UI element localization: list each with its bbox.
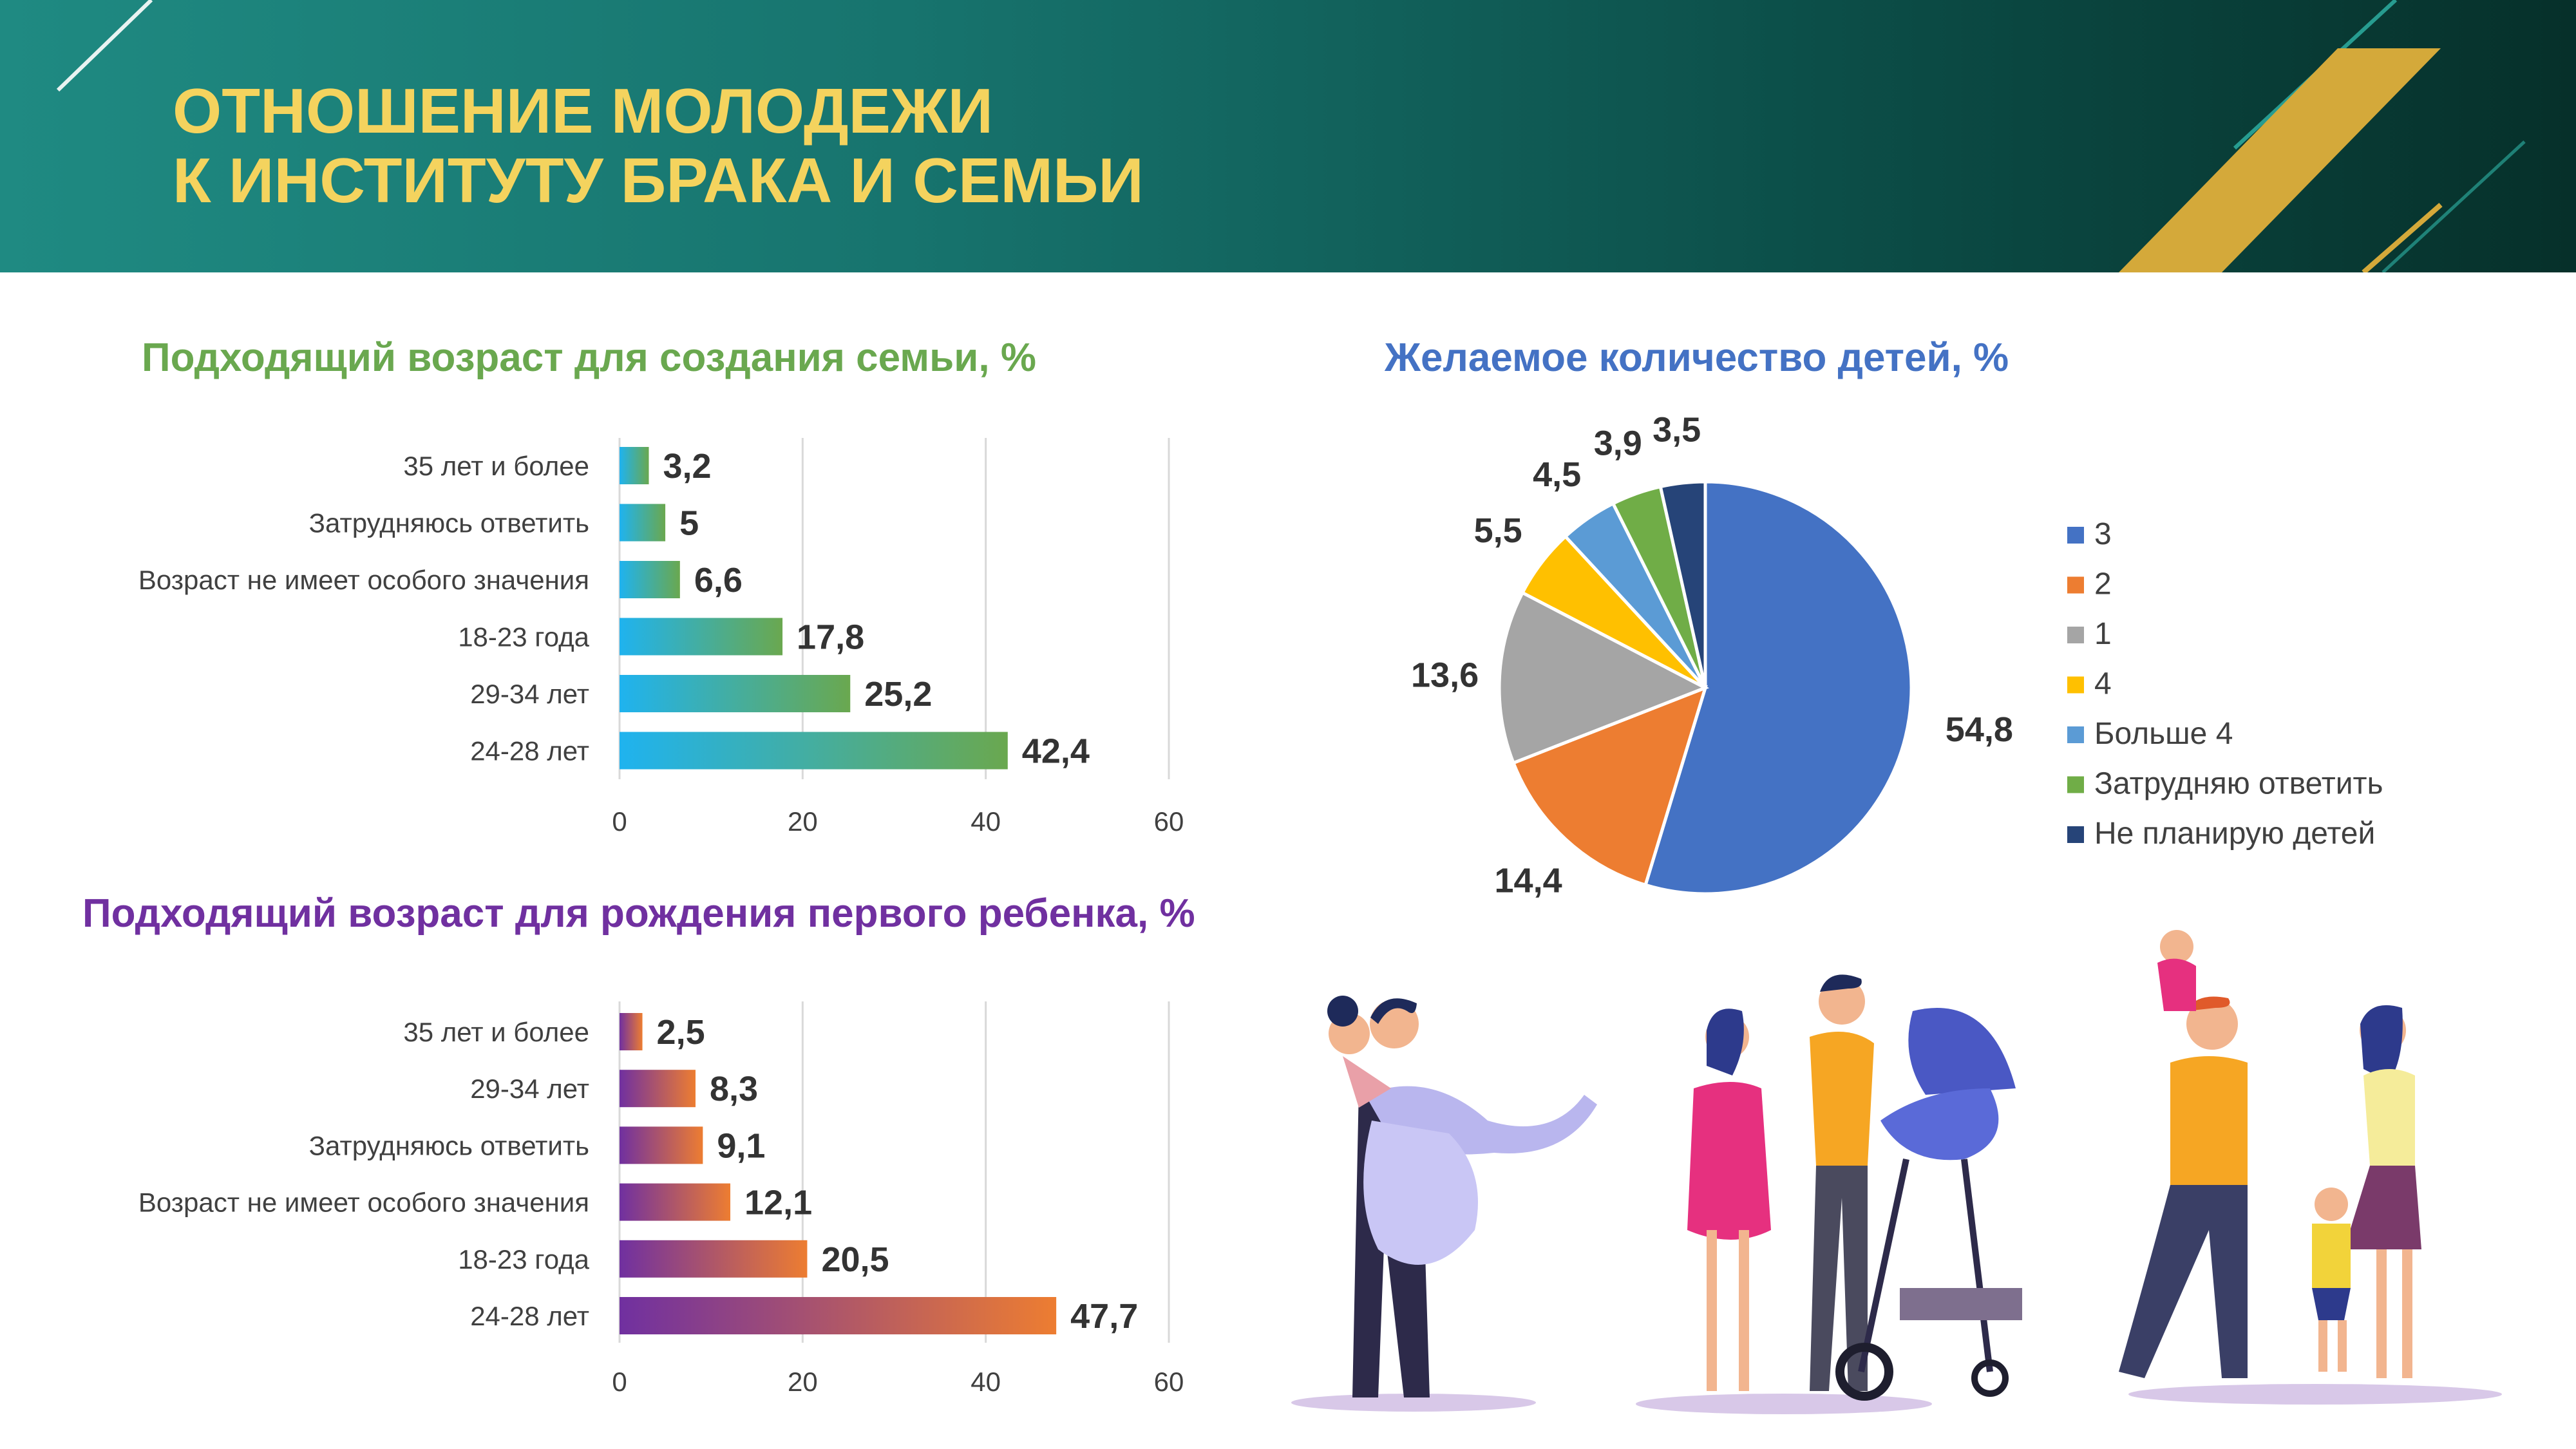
- tick-label: 60: [1154, 806, 1184, 837]
- category-label: Возраст не имеет особого значения: [138, 1188, 589, 1218]
- gold-line: [2362, 202, 2443, 272]
- legend-swatch: [2067, 726, 2084, 743]
- bar: [620, 1126, 703, 1164]
- legend-label: 1: [2094, 617, 2112, 651]
- pie-slice: [1643, 480, 1913, 896]
- data-label: 20,5: [821, 1240, 889, 1279]
- chart-children-count-title: Желаемое количество детей, %: [1385, 336, 2009, 380]
- legend-label: Не планирую детей: [2094, 817, 2375, 851]
- bar: [620, 447, 649, 484]
- category-label: 18-23 года: [458, 1244, 589, 1274]
- tick-label: 0: [612, 1367, 627, 1397]
- data-label: 9,1: [717, 1126, 765, 1165]
- category-label: 35 лет и более: [403, 1017, 589, 1047]
- family-with-children-illustration: [2119, 930, 2502, 1405]
- pie-chart-children-count: 54,8 14,4 13,6 5,5 4,5 3,9 3,5: [1411, 410, 2013, 900]
- data-label: 6,6: [694, 561, 743, 600]
- couple-with-stroller-illustration: [1636, 974, 2022, 1414]
- bar: [620, 1240, 808, 1278]
- tick-label: 0: [612, 806, 627, 837]
- data-label: 42,4: [1022, 732, 1090, 771]
- chart-family-age-title: Подходящий возраст для создания семьи, %: [142, 336, 1036, 380]
- pie-data-label: 3,9: [1594, 424, 1642, 462]
- bar: [620, 618, 783, 656]
- chart-first-child-age-title: Подходящий возраст для рождения первого …: [82, 891, 1195, 936]
- bar: [620, 732, 1008, 770]
- pie-data-label: 3,5: [1653, 410, 1701, 449]
- legend-swatch: [2067, 776, 2084, 793]
- data-label: 12,1: [744, 1184, 812, 1222]
- category-label: 24-28 лет: [470, 736, 589, 766]
- legend-label: 2: [2094, 567, 2112, 601]
- tick-label: 40: [971, 806, 1001, 837]
- pie-data-label: 5,5: [1474, 511, 1522, 550]
- page-title: ОТНОШЕНИЕ МОЛОДЕЖИ К ИНСТИТУТУ БРАКА И С…: [173, 76, 1144, 215]
- pie-slice: [1658, 480, 1707, 688]
- title-line-2: К ИНСТИТУТУ БРАКА И СЕМЬИ: [173, 145, 1144, 216]
- category-label: 29-34 лет: [470, 679, 589, 709]
- legend-label: Больше 4: [2094, 717, 2233, 751]
- bar: [620, 1297, 1057, 1334]
- pie-data-label: 13,6: [1411, 656, 1479, 694]
- bar: [620, 561, 680, 598]
- legend-label: 3: [2094, 517, 2112, 551]
- pie-data-label: 54,8: [1946, 710, 2013, 749]
- tick-label: 40: [971, 1367, 1001, 1397]
- data-label: 25,2: [864, 675, 932, 714]
- category-label: 35 лет и более: [403, 451, 589, 481]
- wedding-couple-illustration: [1291, 996, 1597, 1412]
- bar-chart-first-child-age: 0 20 40 60 35 лет и более 2,5 29-34 лет 8,3 Затр…: [138, 1001, 1184, 1397]
- legend-swatch: [2067, 826, 2084, 843]
- category-label: Возраст не имеет особого значения: [138, 565, 589, 595]
- bar: [620, 1070, 696, 1108]
- tick-label: 20: [788, 1367, 818, 1397]
- decor-line-teal-2: [2382, 140, 2526, 272]
- legend-swatch: [2067, 627, 2084, 643]
- category-label: Затрудняюсь ответить: [309, 508, 589, 538]
- data-label: 8,3: [710, 1070, 758, 1108]
- pie-data-label: 4,5: [1533, 455, 1581, 494]
- legend-swatch: [2067, 576, 2084, 594]
- tick-label: 20: [788, 806, 818, 837]
- pie-slice: [1497, 590, 1710, 765]
- bar: [620, 675, 851, 712]
- decor-line-white: [56, 0, 153, 92]
- pie-data-label: 14,4: [1495, 861, 1562, 900]
- legend-label: 4: [2094, 667, 2112, 701]
- legend-swatch: [2067, 676, 2084, 694]
- pie-legend: 3 2 1 4 Больше 4 Затрудняю ответить Не планиру…: [2067, 517, 2383, 851]
- bar: [620, 504, 666, 542]
- category-label: Затрудняюсь ответить: [309, 1130, 589, 1160]
- data-label: 47,7: [1070, 1297, 1138, 1336]
- category-label: 24-28 лет: [470, 1301, 589, 1331]
- legend-swatch: [2067, 527, 2084, 544]
- pie-slice: [1511, 685, 1708, 887]
- header-decoration: [56, 0, 2526, 272]
- legend-label: Затрудняю ответить: [2094, 767, 2383, 801]
- header-banner: ОТНОШЕНИЕ МОЛОДЕЖИ К ИНСТИТУТУ БРАКА И С…: [0, 0, 2576, 272]
- family-illustrations: [1291, 930, 2502, 1414]
- gold-stripe: [2119, 48, 2441, 272]
- title-line-1: ОТНОШЕНИЕ МОЛОДЕЖИ: [173, 75, 994, 146]
- data-label: 3,2: [663, 447, 711, 486]
- bar: [620, 1183, 731, 1221]
- data-label: 17,8: [797, 618, 864, 657]
- bar-chart-family-age: 0 20 40 60 35 лет и более 3,2 Затрудняюсь отве…: [138, 438, 1184, 837]
- category-label: 18-23 года: [458, 622, 589, 652]
- data-label: 5: [679, 504, 699, 543]
- data-label: 2,5: [657, 1013, 705, 1052]
- bar: [620, 1013, 643, 1050]
- category-label: 29-34 лет: [470, 1074, 589, 1104]
- tick-label: 60: [1154, 1367, 1184, 1397]
